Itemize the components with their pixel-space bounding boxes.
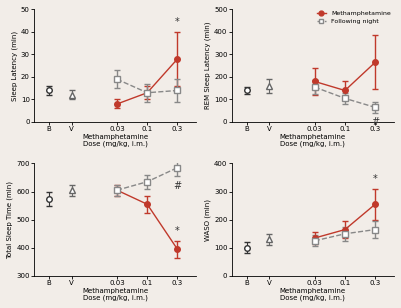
Text: *: * [175, 226, 180, 236]
X-axis label: Methamphetamine
Dose (mg/kg, i.m.): Methamphetamine Dose (mg/kg, i.m.) [280, 134, 346, 147]
X-axis label: Methamphetamine
Dose (mg/kg, i.m.): Methamphetamine Dose (mg/kg, i.m.) [82, 288, 148, 301]
Y-axis label: Total Sleep Time (min): Total Sleep Time (min) [7, 181, 14, 259]
Y-axis label: Sleep Latency (min): Sleep Latency (min) [12, 31, 18, 101]
Text: *: * [175, 18, 180, 27]
Text: #: # [371, 117, 379, 128]
X-axis label: Methamphetamine
Dose (mg/kg, i.m.): Methamphetamine Dose (mg/kg, i.m.) [280, 288, 346, 301]
Y-axis label: REM Sleep Latency (min): REM Sleep Latency (min) [205, 22, 211, 109]
Text: *: * [373, 174, 378, 184]
X-axis label: Methamphetamine
Dose (mg/kg, i.m.): Methamphetamine Dose (mg/kg, i.m.) [82, 134, 148, 147]
Y-axis label: WASO (min): WASO (min) [205, 199, 211, 241]
Legend: Methamphetamine, Following night: Methamphetamine, Following night [317, 10, 391, 24]
Text: #: # [173, 180, 182, 191]
